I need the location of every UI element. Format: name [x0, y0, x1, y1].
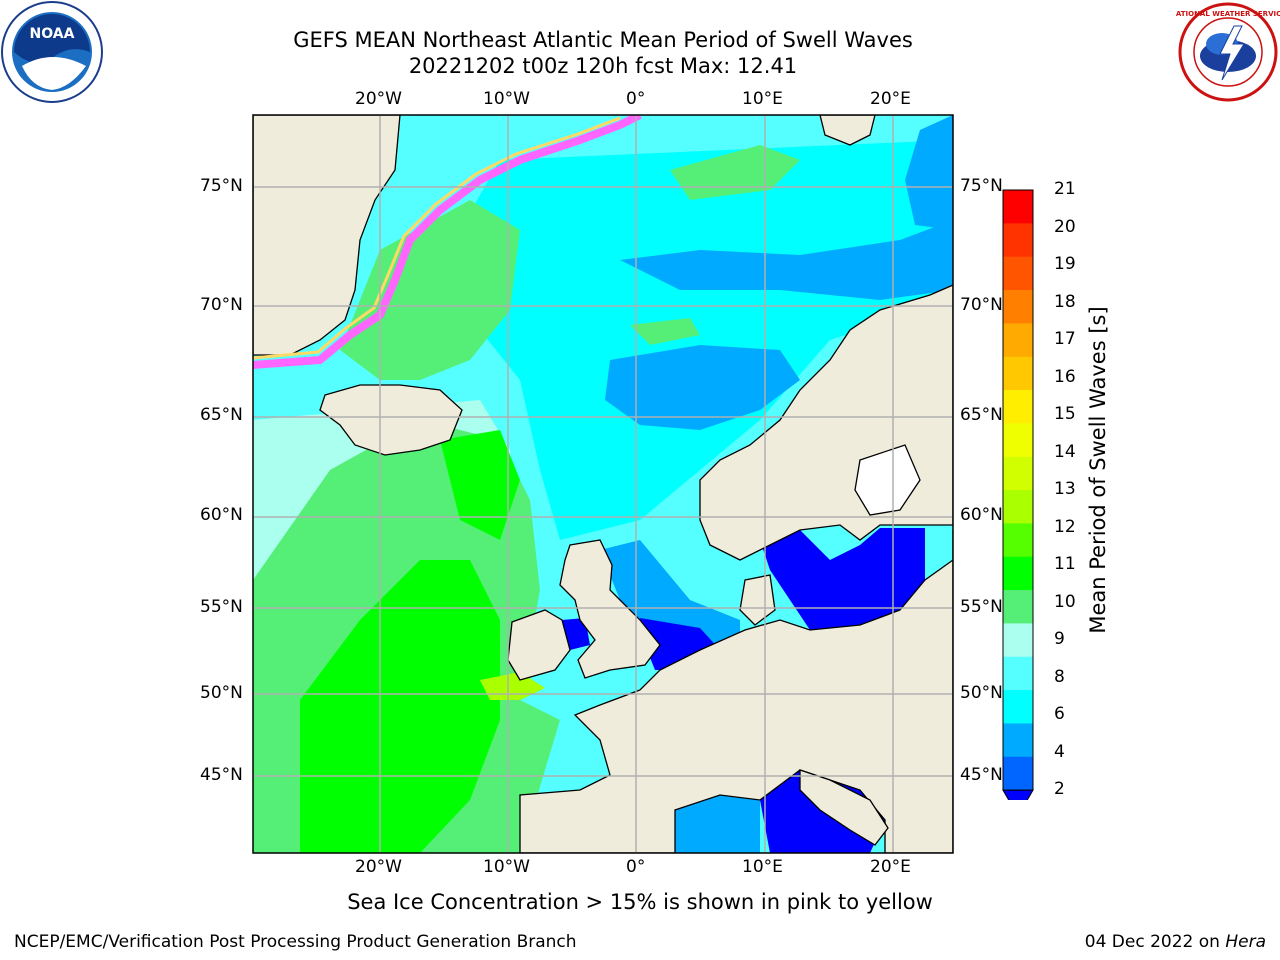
lon-label-bottom: 10°W	[483, 857, 530, 877]
colorbar-segment	[1003, 590, 1033, 624]
lon-label-bottom: 10°E	[742, 857, 783, 877]
lat-label-right: 65°N	[960, 405, 1003, 425]
footer-credit: NCEP/EMC/Verification Post Processing Pr…	[14, 932, 577, 952]
colorbar-label: Mean Period of Swell Waves [s]	[1086, 306, 1110, 634]
lon-label-bottom: 20°W	[355, 857, 402, 877]
colorbar-tick-label: 6	[1054, 704, 1065, 725]
lat-label-right: 70°N	[960, 295, 1003, 315]
colorbar-segment	[1003, 656, 1033, 691]
footer-date: 04 Dec 2022 on Hera	[1085, 932, 1266, 952]
green-north-area	[340, 200, 520, 380]
sea-ice-edge	[253, 115, 642, 369]
lat-label-left: 55°N	[200, 597, 243, 617]
colorbar-tick-label: 8	[1054, 666, 1065, 687]
colorbar-segment	[1003, 690, 1033, 724]
nws-logo: NATIONAL WEATHER SERVICE	[1170, 0, 1280, 104]
lat-label-right: 50°N	[960, 683, 1003, 703]
chart-subtitle: 20221202 t00z 120h fcst Max: 12.41	[408, 54, 798, 78]
colorbar-tick-label: 15	[1054, 404, 1076, 425]
colorbar-segment	[1003, 256, 1033, 291]
land-italy	[799, 769, 889, 846]
colorbar-tick-label: 9	[1054, 629, 1065, 650]
lon-label-top: 20°E	[870, 89, 911, 109]
lat-label-right: 55°N	[960, 597, 1003, 617]
lat-label-left: 65°N	[200, 405, 243, 425]
blue-area-norwegian-sea	[605, 345, 800, 430]
colorbar-segment	[1003, 190, 1033, 224]
land-svalbard	[819, 115, 876, 146]
blue-area-north	[620, 220, 953, 300]
colorbar-extend-arrow	[1002, 789, 1034, 800]
land-britain	[559, 539, 661, 679]
lat-label-right: 45°N	[960, 765, 1003, 785]
colorbar-segment	[1003, 356, 1033, 391]
colorbar-tick-label: 18	[1054, 291, 1076, 312]
cyan-band	[420, 140, 953, 540]
land-iceland	[319, 384, 463, 456]
colorbar-segment	[1003, 423, 1033, 458]
land-sweden-white	[854, 444, 921, 516]
footer-date-text: 04 Dec 2022 on	[1084, 932, 1226, 952]
colorbar-tick-label: 12	[1054, 516, 1076, 537]
bright-green-area	[300, 560, 500, 853]
land-ireland	[507, 609, 571, 681]
colorbar-tick-label: 17	[1054, 329, 1076, 350]
colorbar-segment	[1003, 290, 1033, 324]
colorbar-segment	[1003, 323, 1033, 358]
colorbar-tick-label: 21	[1054, 179, 1076, 199]
colorbar-segment	[1003, 756, 1033, 791]
colorbar-segment	[1003, 623, 1033, 658]
colorbar-segment	[1003, 456, 1033, 491]
bright-green-area-2	[440, 430, 520, 540]
lon-label-bottom: 20°E	[870, 857, 911, 877]
colorbar-tick-label: 4	[1054, 741, 1065, 762]
noaa-logo-text: NOAA	[30, 26, 75, 42]
chart-title: GEFS MEAN Northeast Atlantic Mean Period…	[293, 28, 913, 52]
sea-ice-edge-inner	[253, 116, 621, 360]
colorbar-segment	[1003, 556, 1033, 591]
colorbar-tick-label: 11	[1054, 554, 1076, 575]
deep-blue-baltic	[760, 528, 925, 630]
graticule	[253, 115, 953, 853]
colorbar-tick-label: 10	[1054, 591, 1076, 612]
colorbar-frame	[1002, 189, 1034, 791]
lat-label-right: 60°N	[960, 505, 1003, 525]
map-frame	[252, 114, 954, 854]
colorbar-segment	[1003, 223, 1033, 258]
colorbar-tick-label: 14	[1054, 441, 1076, 462]
colorbar-tick-label: 20	[1054, 216, 1076, 237]
lat-label-left: 45°N	[200, 765, 243, 785]
colorbar-segment	[1003, 490, 1033, 524]
nws-logo-text: NATIONAL WEATHER SERVICE	[1176, 10, 1280, 18]
lon-label-bottom: 0°	[626, 857, 646, 877]
deep-blue-irish-sea	[562, 618, 590, 650]
lon-label-top: 10°W	[483, 89, 530, 109]
lat-label-left: 60°N	[200, 505, 243, 525]
colorbar-segment	[1003, 390, 1033, 424]
lon-label-top: 0°	[626, 89, 646, 109]
colorbar-tick-label: 2	[1054, 779, 1065, 800]
lat-label-left: 75°N	[200, 176, 243, 196]
sea-ice-note: Sea Ice Concentration > 15% is shown in …	[347, 890, 933, 914]
lat-label-right: 75°N	[960, 176, 1003, 196]
blue-area-north-sea	[600, 540, 740, 660]
colorbar-tick-label: 16	[1054, 366, 1076, 387]
blue-area-east-edge	[905, 115, 953, 230]
colorbar-segment	[1003, 523, 1033, 558]
colorbar-segment	[1003, 723, 1033, 758]
footer-host: Hera	[1225, 932, 1266, 952]
lon-label-top: 20°W	[355, 89, 402, 109]
colorbar-tick-label: 19	[1054, 254, 1076, 274]
colorbar-tick-label: 13	[1054, 479, 1076, 500]
yellow-green-spot	[480, 672, 545, 700]
noaa-logo: NOAA	[0, 0, 104, 104]
green-north-area-3	[630, 318, 700, 345]
lat-label-left: 50°N	[200, 683, 243, 703]
colorbar	[1002, 189, 1034, 800]
lon-label-top: 10°E	[742, 89, 783, 109]
blue-mediterranean-west	[675, 795, 760, 853]
lat-label-left: 70°N	[200, 295, 243, 315]
